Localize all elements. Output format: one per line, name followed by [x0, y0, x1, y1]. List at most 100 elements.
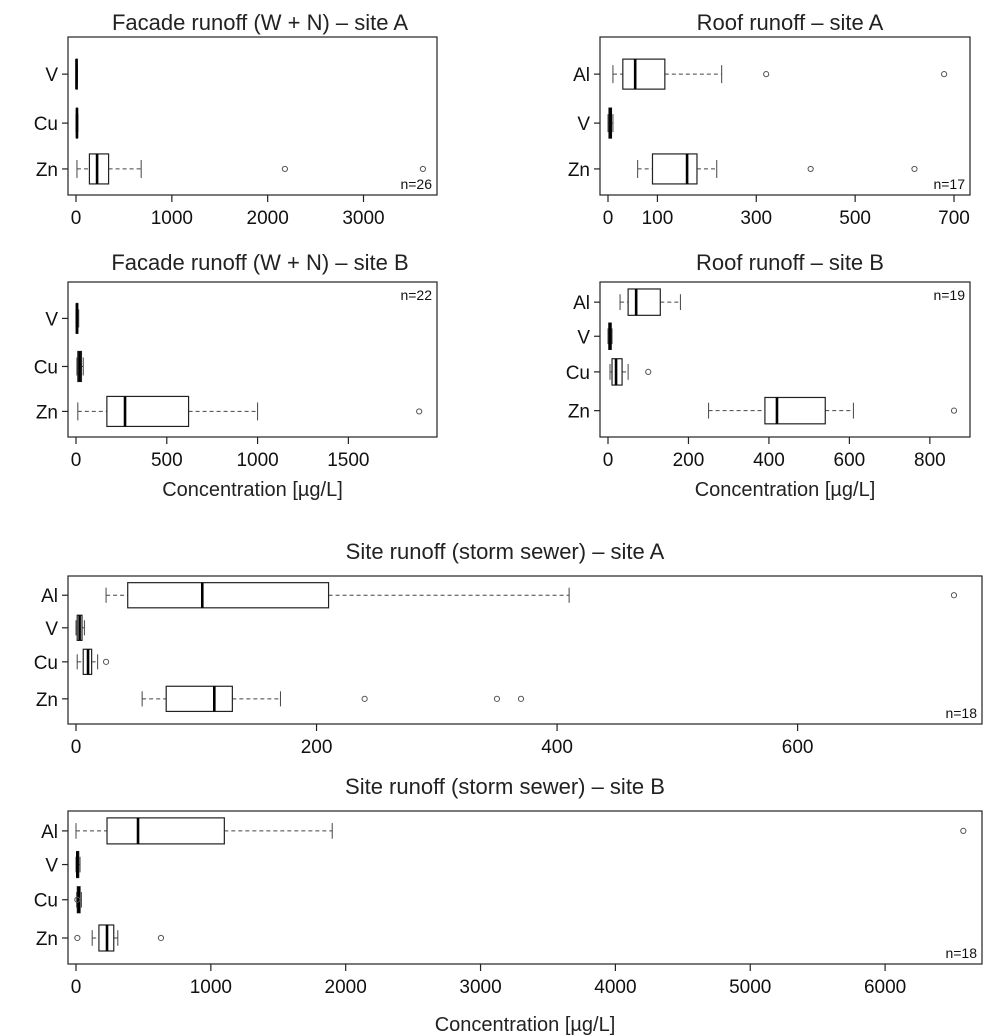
n-label: n=18 — [945, 945, 977, 961]
x-tick-label: 800 — [914, 450, 946, 471]
category-label: Al — [41, 822, 58, 843]
box-iqr — [165, 685, 233, 713]
category-label: Zn — [36, 160, 58, 181]
outlier-point — [941, 71, 948, 78]
x-tick-label: 2000 — [247, 208, 289, 229]
box-iqr — [127, 582, 330, 609]
plot-frame — [599, 36, 971, 196]
x-tick-label: 300 — [740, 208, 772, 229]
x-tick-label: 3000 — [342, 208, 384, 229]
x-tick-label: 1000 — [236, 450, 278, 471]
x-tick-label: 600 — [782, 737, 814, 758]
x-tick-label: 400 — [541, 737, 573, 758]
category-label: Cu — [34, 653, 58, 674]
n-label: n=26 — [400, 176, 432, 192]
category-label: Cu — [566, 363, 590, 384]
x-tick-label: 700 — [938, 208, 970, 229]
category-label: V — [45, 309, 58, 330]
panel-title: Site runoff (storm sewer) – site A — [346, 539, 665, 564]
x-tick-label: 1500 — [327, 450, 369, 471]
outlier-point — [763, 71, 770, 78]
x-tick-label: 0 — [71, 737, 82, 758]
category-label: V — [45, 619, 58, 640]
category-label: Al — [573, 65, 590, 86]
category-label: Zn — [36, 690, 58, 711]
x-tick-label: 0 — [603, 450, 614, 471]
category-label: Al — [573, 293, 590, 314]
panel-facade-site-a: Facade runoff (W + N) – site A 0 1000 2000 3… — [34, 10, 438, 229]
panel-facade-site-b: Facade runoff (W + N) – site B 0 500 1000 15… — [34, 250, 438, 501]
outlier-point — [157, 934, 165, 942]
category-label: Cu — [34, 114, 58, 135]
x-tick-label: 1000 — [151, 208, 193, 229]
category-label: Zn — [36, 402, 58, 423]
x-tick-label: 3000 — [459, 977, 501, 998]
panel-title: Roof runoff – site A — [697, 10, 884, 35]
x-tick-label: 600 — [834, 450, 866, 471]
outlier-point — [807, 165, 814, 173]
x-tick-label: 1000 — [190, 977, 232, 998]
x-axis-label: Concentration [µg/L] — [162, 479, 343, 501]
x-tick-label: 200 — [673, 450, 705, 471]
x-tick-label: 500 — [839, 208, 871, 229]
box-iqr — [627, 288, 661, 316]
x-tick-label: 4000 — [594, 977, 636, 998]
outlier-point — [74, 896, 81, 903]
x-tick-label: 0 — [71, 208, 82, 229]
category-label: Zn — [568, 402, 590, 423]
outlier-point — [517, 695, 525, 702]
panel-title: Facade runoff (W + N) – site A — [112, 10, 408, 35]
plot-frame — [67, 810, 983, 965]
panel-site-runoff-site-a: Site runoff (storm sewer) – site A 0 200 40… — [34, 539, 983, 758]
x-tick-label: 400 — [753, 450, 785, 471]
x-tick-label: 500 — [151, 450, 183, 471]
category-label: Cu — [34, 891, 58, 912]
plot-frame — [599, 281, 971, 438]
box-iqr — [106, 817, 225, 845]
outlier-point — [361, 695, 368, 702]
panel-title: Site runoff (storm sewer) – site B — [345, 774, 665, 799]
category-label: V — [45, 65, 58, 86]
n-label: n=22 — [400, 287, 432, 303]
outlier-point — [419, 165, 427, 173]
x-tick-label: 200 — [301, 737, 333, 758]
box-iqr — [88, 153, 110, 185]
outlier-point — [950, 592, 958, 599]
box-iqr — [764, 396, 826, 425]
x-tick-label: 5000 — [729, 977, 771, 998]
n-label: n=17 — [933, 176, 965, 192]
panel-title: Roof runoff – site B — [696, 250, 884, 275]
plot-frame — [67, 36, 438, 196]
category-label: Cu — [34, 357, 58, 378]
outlier-point — [645, 368, 652, 375]
outlier-point — [950, 407, 958, 414]
panel-roof-site-a: Roof runoff – site A 0 100 300 500 700 n=17 Al V… — [568, 10, 971, 229]
outlier-point — [74, 934, 81, 942]
x-axis-label: Concentration [µg/L] — [695, 479, 876, 501]
panel-roof-site-b: Roof runoff – site B 0 200 400 600 800 n=19 Al V… — [566, 250, 971, 501]
x-tick-label: 0 — [71, 450, 82, 471]
outlier-point — [960, 827, 967, 834]
category-label: V — [577, 327, 590, 348]
n-label: n=19 — [933, 287, 965, 303]
outlier-point — [493, 695, 501, 702]
category-label: Zn — [568, 160, 590, 181]
box-iqr — [106, 395, 190, 428]
outlier-point — [102, 658, 110, 665]
outlier-point — [281, 165, 289, 173]
outlier-point — [416, 408, 423, 415]
category-label: Al — [41, 586, 58, 607]
panel-title: Facade runoff (W + N) – site B — [111, 250, 408, 275]
box-iqr — [622, 58, 666, 90]
panel-site-runoff-site-b: Site runoff (storm sewer) – site B 0 1000 2… — [34, 774, 983, 1036]
x-tick-label: 2000 — [325, 977, 367, 998]
box-iqr — [651, 153, 698, 185]
category-label: Zn — [36, 929, 58, 950]
plot-frame — [67, 575, 983, 725]
x-tick-label: 6000 — [864, 977, 906, 998]
x-tick-label: 100 — [642, 208, 674, 229]
n-label: n=18 — [945, 705, 977, 721]
x-axis-label: Concentration [µg/L] — [435, 1014, 616, 1036]
x-tick-label: 0 — [603, 208, 614, 229]
